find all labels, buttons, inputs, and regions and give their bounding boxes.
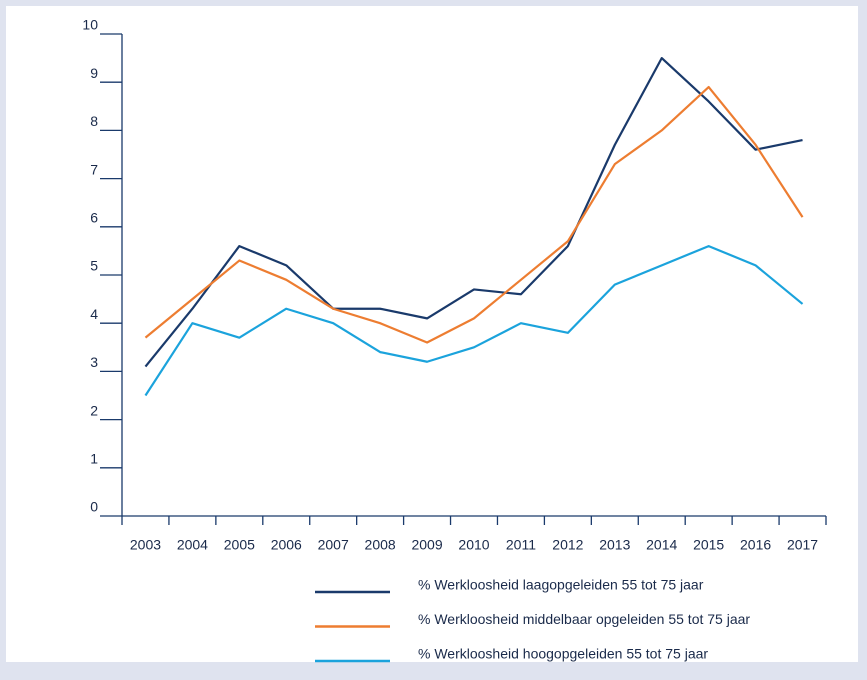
x-tick-label: 2007 xyxy=(318,537,349,553)
legend-label: % Werkloosheid hoogopgeleiden 55 tot 75 … xyxy=(418,646,708,662)
x-tick-label: 2010 xyxy=(458,537,489,553)
panel xyxy=(6,6,858,662)
y-tick-label: 8 xyxy=(90,113,98,129)
y-tick-label: 5 xyxy=(90,258,98,274)
x-tick-label: 2009 xyxy=(411,537,442,553)
series-line xyxy=(144,56,803,368)
legend-label: % Werkloosheid middelbaar opgeleiden 55 … xyxy=(418,611,750,627)
y-tick-label: 0 xyxy=(90,499,98,515)
x-tick-label: 2006 xyxy=(271,537,302,553)
y-tick-label: 9 xyxy=(90,65,98,81)
x-tick-label: 2016 xyxy=(740,537,771,553)
y-tick-label: 7 xyxy=(90,161,98,177)
x-tick-label: 2013 xyxy=(599,537,630,553)
y-tick-label: 3 xyxy=(90,354,98,370)
y-tick-label: 6 xyxy=(90,210,98,226)
x-tick-label: 2015 xyxy=(693,537,724,553)
x-tick-label: 2014 xyxy=(646,537,677,553)
x-tick-label: 2017 xyxy=(787,537,818,553)
x-tick-label: 2004 xyxy=(177,537,208,553)
legend-label: % Werkloosheid laagopgeleiden 55 tot 75 … xyxy=(418,577,704,593)
x-tick-label: 2003 xyxy=(130,537,161,553)
y-tick-label: 2 xyxy=(90,402,98,418)
x-tick-label: 2011 xyxy=(506,537,536,553)
x-tick-label: 2008 xyxy=(365,537,396,553)
y-tick-label: 10 xyxy=(82,17,98,33)
x-tick-label: 2005 xyxy=(224,537,255,553)
series-line xyxy=(144,244,804,397)
y-tick-label: 4 xyxy=(90,306,98,322)
series-line xyxy=(144,85,804,344)
x-tick-label: 2012 xyxy=(552,537,583,553)
y-tick-label: 1 xyxy=(90,451,98,467)
